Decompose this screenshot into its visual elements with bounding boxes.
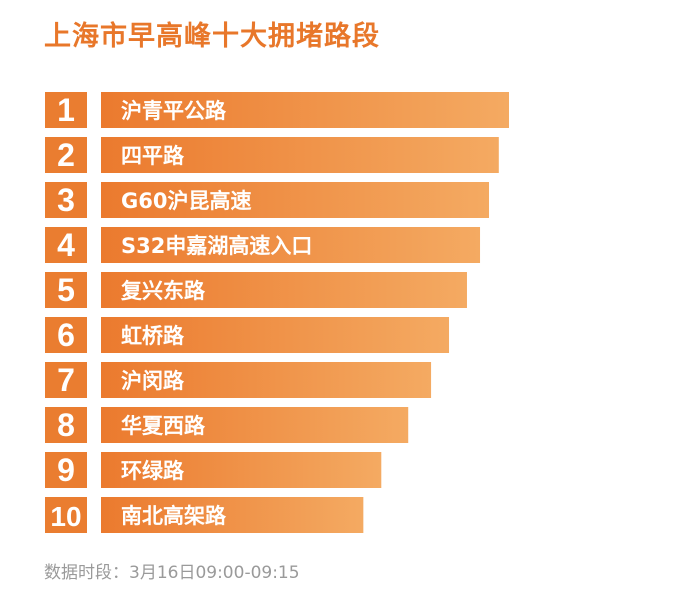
chart-title: 上海市早高峰十大拥堵路段 bbox=[44, 21, 380, 52]
road-name-label: 南北高架路 bbox=[121, 504, 227, 528]
ranking-bar bbox=[101, 137, 499, 173]
rank-box bbox=[45, 407, 87, 443]
rank-box bbox=[45, 92, 87, 128]
rank-box bbox=[45, 362, 87, 398]
road-name-label: 环绿路 bbox=[121, 459, 185, 483]
data-period-note: 数据时段：3月16日09:00-09:15 bbox=[44, 563, 300, 583]
rank-box bbox=[45, 137, 87, 173]
rank-number: 1 bbox=[57, 92, 75, 128]
rank-number: 7 bbox=[57, 362, 75, 398]
rank-number: 8 bbox=[57, 407, 75, 443]
road-name-label: G60沪昆高速 bbox=[121, 189, 251, 213]
ranking-bar bbox=[101, 182, 490, 218]
rank-box bbox=[45, 272, 87, 308]
rank-box bbox=[45, 317, 87, 353]
road-name-label: 虹桥路 bbox=[121, 324, 185, 348]
rank-box bbox=[45, 227, 87, 263]
ranking-bar bbox=[101, 317, 450, 353]
road-name-label: 沪青平公路 bbox=[121, 99, 227, 123]
rank-box bbox=[45, 182, 87, 218]
road-name-label: 复兴东路 bbox=[120, 279, 206, 303]
rank-number: 4 bbox=[57, 227, 75, 263]
ranking-bar bbox=[101, 272, 467, 308]
rank-number: 5 bbox=[57, 272, 75, 308]
road-name-label: 沪闵路 bbox=[121, 369, 185, 393]
ranking-bar bbox=[101, 452, 382, 488]
rank-number: 3 bbox=[57, 182, 75, 218]
ranking-bar bbox=[101, 362, 432, 398]
road-name-label: 华夏西路 bbox=[121, 414, 206, 438]
rank-number: 2 bbox=[57, 137, 75, 173]
rank-number: 6 bbox=[57, 317, 75, 353]
rank-box bbox=[45, 497, 87, 533]
road-name-label: 四平路 bbox=[121, 144, 185, 168]
rank-number: 10 bbox=[50, 501, 81, 532]
road-name-label: S32申嘉湖高速入口 bbox=[121, 234, 312, 258]
ranking-bar bbox=[101, 227, 481, 263]
rank-number: 9 bbox=[57, 452, 75, 488]
ranking-bar bbox=[101, 407, 409, 443]
ranking-bar bbox=[101, 497, 364, 533]
ranking-bar bbox=[101, 92, 509, 128]
rank-box bbox=[45, 452, 87, 488]
